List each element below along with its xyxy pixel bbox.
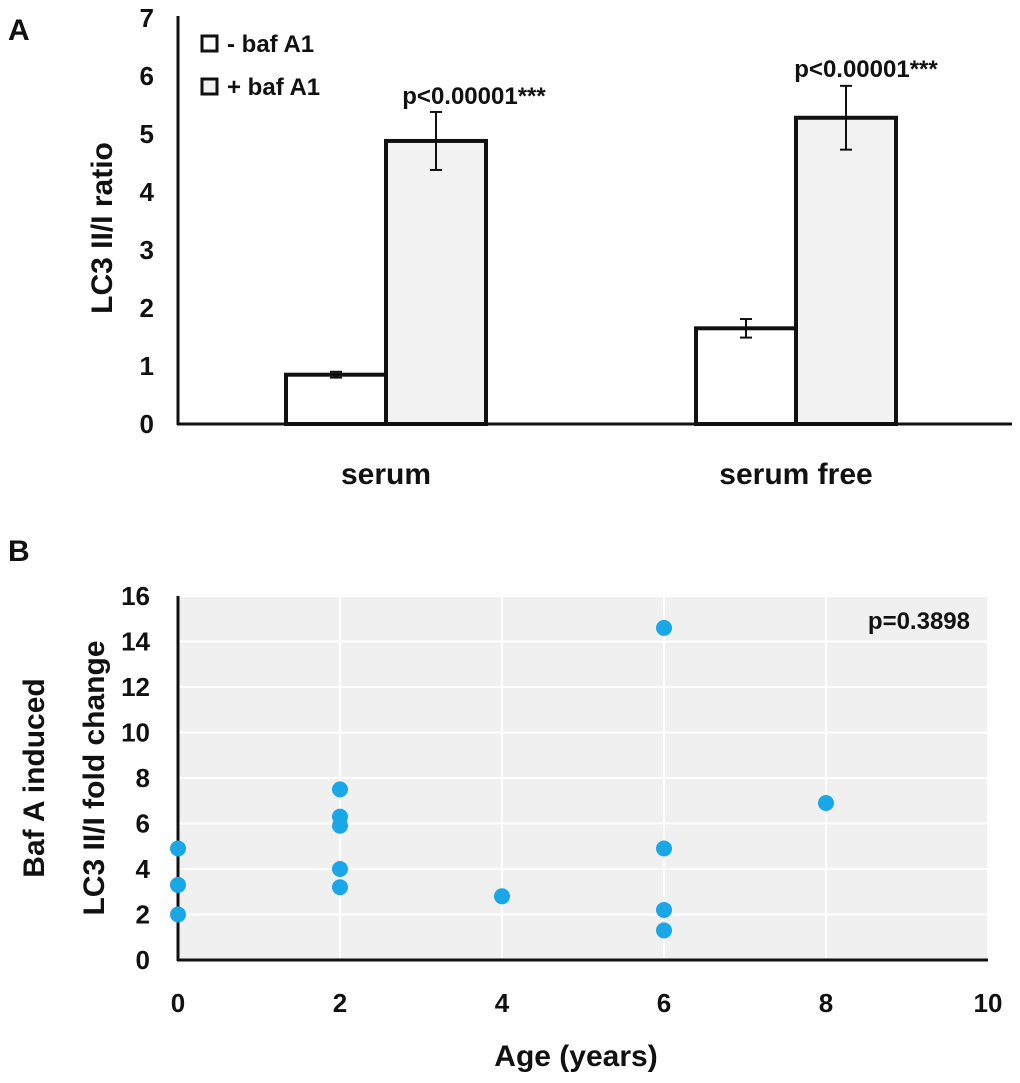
error-bar [840, 84, 852, 151]
x-tick-label-b: 2 [333, 988, 347, 1018]
error-bar [330, 370, 342, 379]
bar-plus-baf-serum-free [794, 115, 898, 426]
y-tick-label-b: 4 [136, 854, 151, 884]
legend-swatch-minus-baf [200, 34, 219, 53]
scatter-point [332, 879, 348, 896]
y-tick-label-a: 0 [140, 409, 154, 439]
legend-a: - baf A1 + baf A1 [200, 31, 320, 101]
y-tick-label-b: 10 [121, 718, 150, 748]
bar-minus-baf-serum-free [694, 326, 798, 426]
x-axis-label-b: Age (years) [494, 1040, 657, 1073]
category-label-a: serum [341, 458, 431, 491]
scatter-point [494, 888, 510, 905]
y-tick-label-a: 2 [140, 293, 154, 323]
p-value-annotation-a: p<0.00001*** [794, 56, 938, 83]
x-tick-label-b: 0 [171, 988, 185, 1018]
x-tick-label-b: 4 [495, 988, 510, 1018]
category-label-a: serum free [719, 458, 872, 491]
y-tick-label-b: 6 [136, 809, 150, 839]
y-tick-label-a: 7 [140, 3, 154, 33]
y-tick-label-a: 3 [140, 235, 154, 265]
y-tick-label-b: 8 [136, 763, 150, 793]
scatter-point [656, 901, 672, 918]
panel-label-b: B [8, 535, 30, 568]
panel-label-a: A [8, 14, 30, 47]
scatter-point [332, 781, 348, 798]
x-tick-label-b: 6 [657, 988, 671, 1018]
y-tick-label-b: 12 [121, 672, 150, 702]
y-axis-label-b-line1: Baf A induced [18, 678, 51, 877]
scatter-point [332, 861, 348, 877]
y-axis-label-a: LC3 II/I ratio [86, 142, 119, 314]
y-tick-label-a: 1 [140, 351, 154, 381]
bar-plus-baf-serum [384, 138, 488, 427]
annotation-p-value-b: p=0.3898 [868, 608, 970, 635]
scatter-point [170, 906, 186, 923]
scatter-point [170, 840, 186, 857]
y-tick-label-b: 0 [136, 945, 150, 975]
scatter-point [656, 840, 672, 857]
scatter-point [332, 817, 348, 834]
legend-label-plus-baf: + baf A1 [227, 74, 320, 101]
y-tick-label-b: 2 [136, 900, 150, 930]
y-tick-label-a: 6 [140, 61, 154, 91]
y-tick-label-a: 4 [140, 177, 155, 207]
y-tick-label-b: 16 [121, 581, 150, 611]
panel-a: A 0 1 2 3 4 5 6 7 serum serum free LC3 II/I rati… [8, 3, 1012, 491]
error-bar [740, 318, 752, 339]
scatter-point [656, 922, 672, 939]
scatter-point [656, 619, 672, 636]
error-bar [430, 110, 442, 171]
bar-minus-baf-serum [284, 372, 388, 427]
scatter-point [170, 876, 186, 893]
panel-b: B 0 2 4 6 8 10 12 14 16 0 2 4 6 8 10 p=0.3898 Age (ye… [8, 535, 1002, 1073]
x-tick-label-b: 10 [974, 988, 1003, 1018]
y-tick-label-b: 14 [121, 627, 150, 657]
legend-label-minus-baf: - baf A1 [227, 31, 314, 58]
y-tick-label-a: 5 [140, 119, 154, 149]
p-value-annotation-a: p<0.00001*** [402, 83, 546, 110]
x-tick-label-b: 8 [819, 988, 833, 1018]
y-axis-label-b-line2: LC3 II/I fold change [78, 640, 111, 915]
legend-swatch-plus-baf [200, 77, 219, 96]
scatter-point [818, 795, 834, 812]
